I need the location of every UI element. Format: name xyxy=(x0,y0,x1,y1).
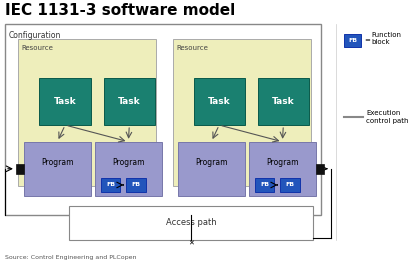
Text: Execution
control path: Execution control path xyxy=(366,110,409,124)
Bar xyxy=(178,142,245,196)
Bar xyxy=(39,78,91,125)
Bar xyxy=(127,178,146,192)
Text: Task: Task xyxy=(272,97,295,106)
Text: ✕: ✕ xyxy=(188,241,194,247)
Bar xyxy=(5,24,321,215)
Text: Configuration: Configuration xyxy=(9,31,61,40)
Bar xyxy=(194,78,245,125)
Text: Program: Program xyxy=(195,158,228,167)
Text: Program: Program xyxy=(112,158,145,167)
Text: FB: FB xyxy=(260,182,269,187)
Text: Resource: Resource xyxy=(22,45,54,51)
Text: FB: FB xyxy=(132,182,141,187)
Text: FB: FB xyxy=(348,38,357,43)
Bar xyxy=(18,39,156,186)
Text: Program: Program xyxy=(266,158,299,167)
Bar xyxy=(316,164,324,174)
Text: Resource: Resource xyxy=(177,45,209,51)
Bar xyxy=(258,78,309,125)
Bar xyxy=(103,78,155,125)
Bar xyxy=(344,34,361,48)
Text: Task: Task xyxy=(118,97,141,106)
Text: Program: Program xyxy=(41,158,73,167)
Text: IEC 1131-3 software model: IEC 1131-3 software model xyxy=(5,3,235,18)
Bar xyxy=(16,164,24,174)
Text: Task: Task xyxy=(54,97,77,106)
Text: Source: Control Engineering and PLCopen: Source: Control Engineering and PLCopen xyxy=(5,255,137,260)
Bar xyxy=(101,178,120,192)
Bar xyxy=(249,142,316,196)
Bar xyxy=(255,178,274,192)
Text: Access path: Access path xyxy=(166,218,216,227)
Text: FB: FB xyxy=(286,182,295,187)
Bar xyxy=(24,142,91,196)
Text: =: = xyxy=(365,38,370,44)
Text: Task: Task xyxy=(208,97,230,106)
Bar xyxy=(173,39,311,186)
Text: Function
block: Function block xyxy=(371,32,401,45)
Bar xyxy=(95,142,162,196)
Text: FB: FB xyxy=(106,182,115,187)
Bar xyxy=(69,206,313,240)
Bar xyxy=(280,178,300,192)
